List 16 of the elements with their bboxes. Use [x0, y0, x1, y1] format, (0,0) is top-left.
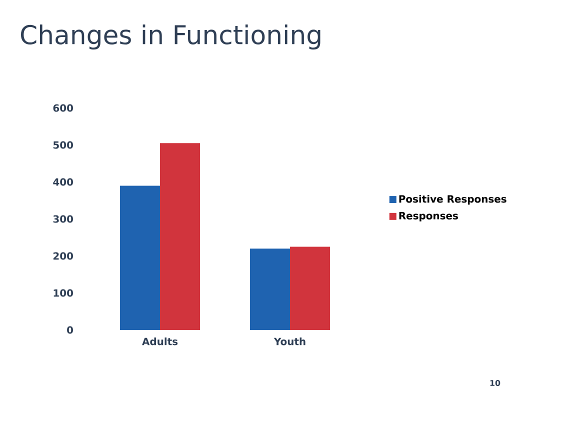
chart-title: Changes in Functioning [20, 24, 320, 50]
y-tick-label: 300 [53, 215, 74, 223]
x-tick-label: Youth [274, 338, 306, 346]
y-tick-label: 100 [54, 289, 74, 297]
bar [160, 143, 200, 330]
legend-label: Positive Responses [399, 194, 506, 205]
legend-label: Responses [399, 212, 458, 222]
bar [290, 246, 330, 330]
x-tick-label: Adults [142, 338, 178, 346]
bar [120, 186, 160, 330]
y-tick-label: 400 [53, 178, 74, 186]
bar [250, 248, 290, 330]
y-tick-label: 500 [53, 141, 74, 149]
y-tick-label: 0 [67, 326, 74, 334]
y-tick-label: 600 [53, 104, 74, 112]
y-tick-label: 200 [53, 252, 74, 260]
